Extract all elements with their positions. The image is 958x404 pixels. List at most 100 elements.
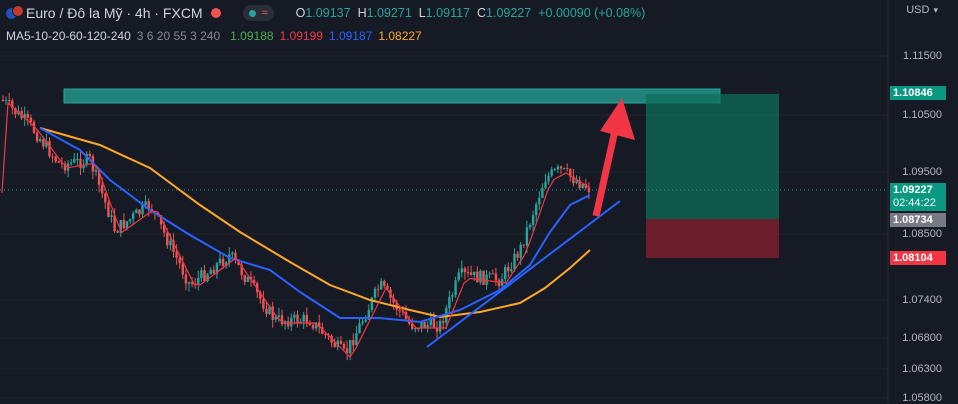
candle-body [575, 180, 578, 184]
low-value: 1.09117 [425, 6, 470, 20]
price-axis-label: 1.11500 [903, 50, 942, 62]
candle-body [88, 153, 91, 157]
candle-body [308, 323, 312, 326]
symbol-title[interactable]: Euro / Đô la Mỹ · 4h · FXCM [26, 5, 203, 21]
candle-body [333, 342, 336, 347]
trendline-support[interactable] [426, 200, 621, 348]
entry-price-tag[interactable]: 1.08734 [890, 213, 946, 227]
candle-body [85, 153, 88, 165]
candle-body [513, 253, 516, 270]
candle-body [494, 273, 498, 281]
candle-body [35, 132, 39, 142]
candle-body [218, 258, 222, 264]
candle-body [438, 320, 442, 332]
candle-body [101, 184, 104, 194]
candle-body [398, 309, 401, 311]
candle-body [172, 240, 175, 252]
candle-body [39, 139, 42, 142]
indicator-legend[interactable]: MA5-10-20-60-120-240 3 6 20 55 3 240 1.0… [6, 29, 422, 43]
candle-body [23, 113, 26, 119]
candle-body [280, 315, 284, 325]
candle-body [364, 319, 367, 322]
candle-body [550, 169, 553, 176]
candle-body [79, 158, 82, 169]
red-dot-icon [210, 8, 221, 18]
symbol-flag-icon[interactable] [6, 5, 24, 21]
candle-body [454, 280, 457, 296]
candle-body [181, 263, 184, 275]
long-position-target-zone[interactable] [646, 94, 779, 219]
candle-body [302, 314, 305, 322]
candle-body [107, 202, 110, 218]
candle-body [70, 162, 73, 164]
candle-body [1, 100, 5, 101]
candle-body [383, 280, 386, 286]
currency-selector[interactable]: USD ▾ [906, 4, 938, 16]
candle-body [367, 309, 370, 320]
candle-body [324, 333, 327, 335]
low-key: L [418, 6, 426, 20]
candle-body [252, 280, 256, 284]
price-axis-label: 1.06300 [902, 363, 942, 375]
candle-body [562, 168, 566, 170]
candle-body [349, 339, 352, 354]
candle-body [336, 340, 339, 347]
candle-body [113, 215, 116, 232]
candle-body [54, 156, 57, 162]
candle-body [460, 268, 463, 273]
change-value: +0.00090 (+0.08%) [538, 6, 646, 20]
candle-body [212, 269, 215, 274]
candle-body [376, 288, 380, 290]
candle-body [519, 244, 522, 258]
candle-body [497, 280, 501, 287]
candle-body [358, 323, 361, 334]
candle-body [184, 274, 188, 284]
candle-body [234, 252, 237, 260]
target-price-tag[interactable]: 1.10846 [890, 86, 946, 100]
candle-body [463, 268, 467, 273]
green-dot-icon [248, 9, 256, 17]
candle-body [538, 197, 541, 205]
candle-body [296, 314, 299, 324]
candle-body [51, 156, 54, 158]
candle-body [482, 270, 485, 285]
ma-10-line [1, 101, 591, 358]
high-key: H [357, 6, 367, 20]
candle-body [209, 269, 212, 275]
indicator-value-2: 1.09199 [279, 29, 323, 43]
candle-body [305, 314, 308, 324]
candle-body [159, 215, 163, 225]
price-axis-label: 1.08500 [902, 228, 942, 240]
candle-body [578, 180, 581, 188]
candle-body [231, 252, 234, 255]
candle-body [57, 161, 60, 163]
candle-body [516, 253, 519, 258]
candle-body [138, 209, 141, 215]
long-position-stop-zone[interactable] [646, 219, 779, 258]
bar-countdown: 02:44:22 [893, 197, 936, 209]
candle-body [345, 348, 349, 354]
candle-body [531, 215, 535, 225]
trend-arrow-icon[interactable] [592, 98, 635, 217]
candle-body [287, 321, 290, 327]
ma-240-line [39, 127, 591, 319]
chevron-down-icon: ▾ [933, 5, 938, 15]
price-axis-label: 1.07400 [902, 294, 942, 306]
current-price-tag[interactable]: 1.09227 02:44:22 [890, 183, 946, 211]
candle-body [491, 273, 494, 275]
price-axis-label: 1.10500 [902, 109, 942, 121]
candle-body [566, 168, 569, 170]
candle-body [206, 274, 209, 281]
candle-body [76, 158, 79, 160]
candle-body [122, 220, 126, 229]
candle-body [215, 263, 219, 274]
candle-body [457, 272, 460, 281]
stop-price-tag[interactable]: 1.08104 [890, 251, 946, 265]
candle-body [411, 323, 414, 329]
candle-body [479, 270, 482, 283]
status-pill[interactable]: ≈ [242, 5, 274, 21]
candle-body [249, 276, 253, 281]
candle-body [392, 297, 395, 303]
candle-body [466, 272, 470, 274]
